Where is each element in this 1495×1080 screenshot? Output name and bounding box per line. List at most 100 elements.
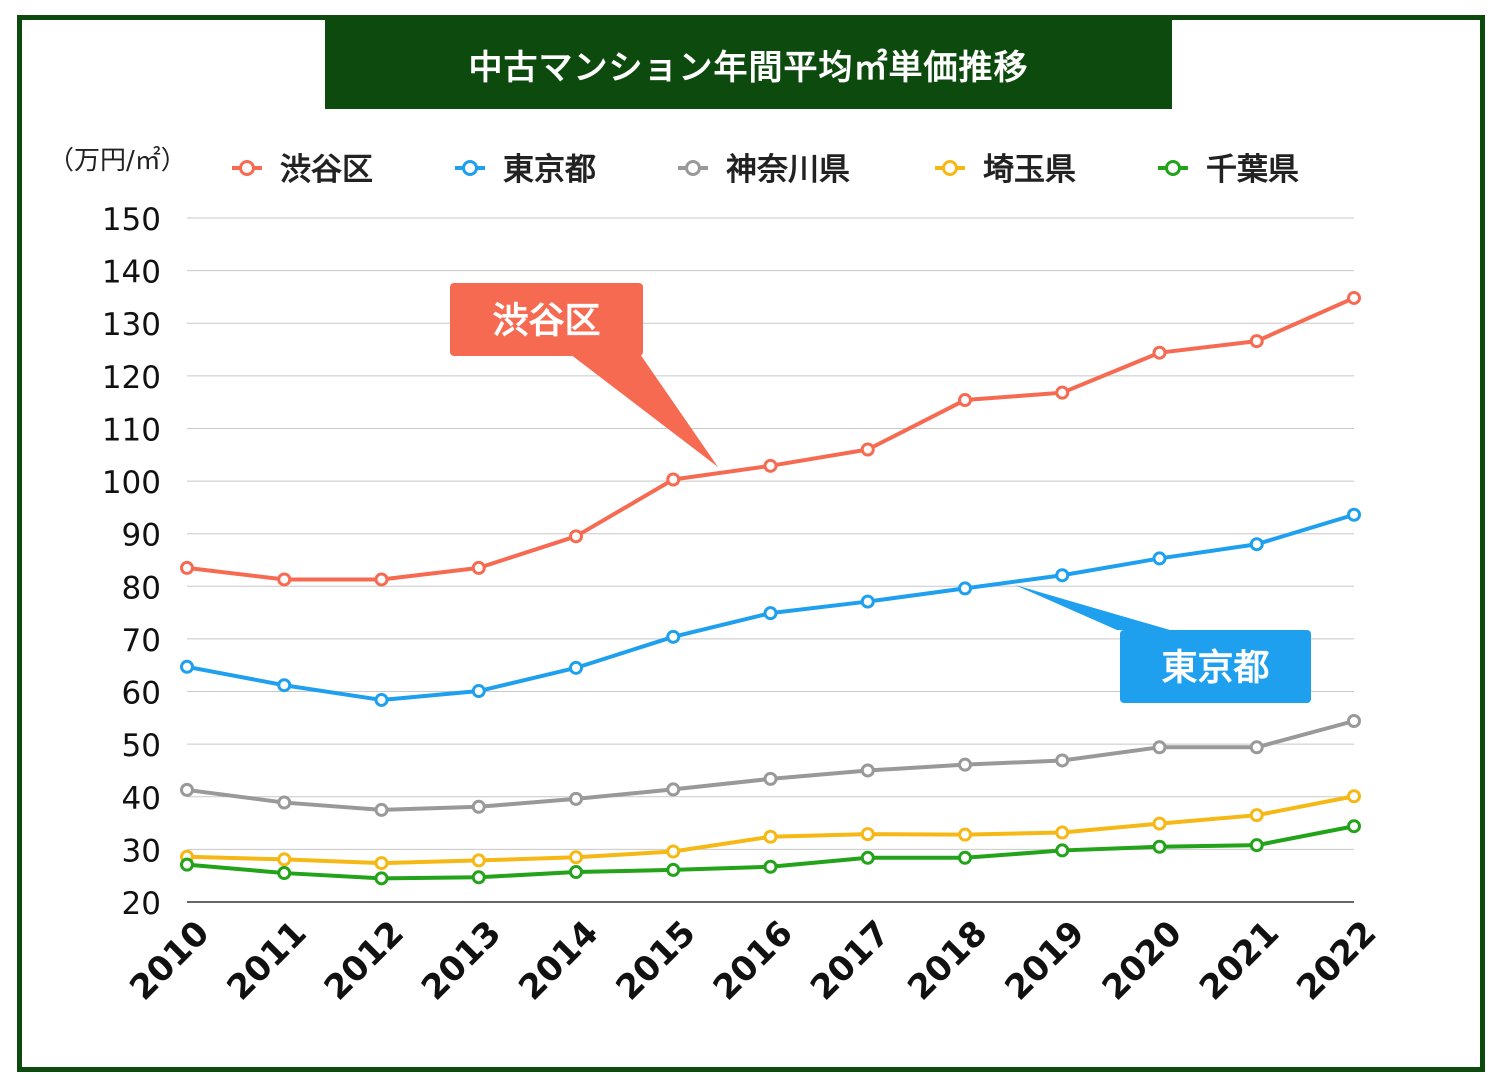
y-tick-label: 60 — [122, 676, 161, 712]
legend[interactable]: 渋谷区 東京都 神奈川県 埼玉県 千葉県 — [232, 152, 1299, 188]
data-point — [374, 572, 389, 587]
data-point — [1152, 551, 1167, 566]
gridlines — [187, 217, 1354, 903]
legend-label: 千葉県 — [1206, 152, 1299, 188]
callout-label: 渋谷区 — [492, 301, 600, 342]
data-point — [1347, 819, 1361, 834]
x-tick-label: 2017 — [803, 913, 898, 1008]
data-point — [1152, 345, 1167, 360]
y-tick-label: 40 — [122, 781, 161, 817]
legend-item[interactable]: 神奈川県 — [678, 152, 850, 188]
data-point — [471, 684, 486, 699]
y-tick-label: 30 — [122, 833, 161, 869]
x-tick-label: 2016 — [706, 913, 801, 1008]
data-point — [860, 763, 875, 778]
data-point — [1249, 334, 1264, 349]
data-point — [860, 594, 875, 609]
data-point — [666, 782, 681, 797]
data-point — [763, 771, 778, 786]
data-point — [569, 529, 583, 544]
data-point — [958, 850, 972, 865]
legend-swatch-marker — [942, 160, 958, 176]
legend-item[interactable]: 千葉県 — [1158, 152, 1299, 188]
legend-item[interactable]: 渋谷区 — [232, 152, 373, 188]
y-axis-unit-label: （万円/㎡） — [48, 146, 187, 176]
data-point — [1055, 385, 1070, 400]
data-point — [763, 829, 778, 844]
data-point — [1249, 537, 1264, 552]
data-point — [958, 757, 972, 772]
x-tick-label: 2018 — [900, 913, 995, 1008]
legend-swatch-marker — [685, 160, 701, 176]
legend-swatch-marker — [239, 160, 255, 176]
data-point — [374, 856, 389, 871]
x-tick-label: 2022 — [1289, 913, 1384, 1008]
data-point — [763, 458, 778, 473]
data-point — [1249, 740, 1264, 755]
data-point — [958, 581, 972, 596]
legend-item[interactable]: 埼玉県 — [935, 152, 1076, 188]
legend-swatch-marker — [462, 160, 478, 176]
data-point — [1249, 838, 1264, 853]
data-point — [180, 560, 194, 575]
data-point — [1055, 568, 1070, 583]
y-tick-label: 130 — [102, 307, 161, 343]
series-lines — [180, 290, 1361, 886]
y-tick-label: 20 — [122, 886, 161, 922]
data-point — [569, 660, 583, 675]
data-point — [1152, 740, 1167, 755]
legend-swatch-marker — [1165, 160, 1181, 176]
data-point — [569, 850, 583, 865]
data-point — [1055, 825, 1070, 840]
series-1 — [180, 290, 1361, 587]
data-point — [180, 659, 194, 674]
data-point — [1055, 843, 1070, 858]
callout-label: 東京都 — [1161, 647, 1269, 689]
data-point — [860, 827, 875, 842]
data-point — [374, 802, 389, 817]
legend-label: 神奈川県 — [726, 152, 850, 188]
data-point — [277, 678, 292, 693]
data-point — [180, 857, 194, 872]
data-point — [1347, 789, 1361, 804]
chart-title: 中古マンション年間平均㎡単価推移 — [325, 20, 1172, 109]
callout-pointer — [570, 354, 718, 467]
callout-1: 渋谷区 — [450, 283, 718, 467]
data-point — [860, 442, 875, 457]
x-tick-label: 2013 — [414, 913, 509, 1008]
y-axis-ticks: 20 30 40 50 60 70 80 90 100 110 120 130 140 150 — [102, 202, 161, 922]
data-point — [569, 865, 583, 880]
x-tick-label: 2020 — [1095, 913, 1190, 1008]
y-tick-label: 150 — [102, 202, 161, 238]
data-point — [1347, 714, 1361, 729]
y-tick-label: 50 — [122, 728, 161, 764]
data-point — [277, 852, 292, 867]
callout-box — [450, 283, 643, 356]
legend-label: 渋谷区 — [280, 152, 373, 188]
data-point — [1152, 839, 1167, 854]
data-point — [763, 606, 778, 621]
callout-2: 東京都 — [1015, 585, 1311, 703]
x-tick-label: 2010 — [122, 913, 217, 1008]
series-4 — [180, 789, 1361, 871]
data-point — [958, 393, 972, 408]
legend-label: 埼玉県 — [983, 152, 1076, 188]
y-tick-label: 70 — [122, 623, 161, 659]
data-point — [569, 791, 583, 806]
data-point — [471, 853, 486, 868]
legend-item[interactable]: 東京都 — [455, 152, 596, 188]
y-tick-label: 120 — [102, 360, 161, 396]
data-point — [763, 859, 778, 874]
data-point — [666, 472, 681, 487]
series-2 — [180, 507, 1361, 707]
series-5 — [180, 819, 1361, 886]
x-axis-ticks: 2010 2011 2012 2013 2014 2015 2016 2017 2018 2019… — [122, 913, 1384, 1008]
data-point — [277, 795, 292, 810]
data-point — [277, 866, 292, 881]
data-point — [1347, 290, 1361, 305]
series-line — [186, 296, 1355, 582]
x-tick-label: 2012 — [317, 913, 412, 1008]
data-point — [1055, 753, 1070, 768]
